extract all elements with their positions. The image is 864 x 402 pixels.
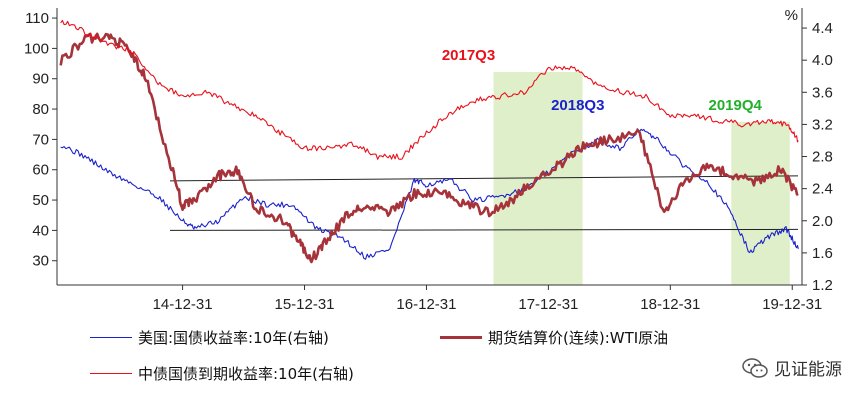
watermark-text: 见证能源 xyxy=(774,360,842,380)
left-tick-label-100: 100 xyxy=(24,40,49,57)
legend-label-wti: 期货结算价(连续):WTI原油 xyxy=(488,329,669,347)
chart: 30 40 50 60 70 80 90 100 110 1.2 1.6 2.0 2.4 2.8 3.2 3.… xyxy=(24,7,833,313)
right-tick-label-1.2: 1.2 xyxy=(812,277,833,294)
right-tick-label-4.0: 4.0 xyxy=(812,52,833,69)
left-tick-label-80: 80 xyxy=(32,101,49,118)
right-tick-label-1.6: 1.6 xyxy=(812,245,833,262)
right-tick-label-2.8: 2.8 xyxy=(812,149,833,166)
series-line-2 xyxy=(60,19,799,160)
x-tick-label-18-12-31: 18-12-31 xyxy=(640,296,700,313)
right-tick-label-4.4: 4.4 xyxy=(812,20,833,37)
left-tick-label-40: 40 xyxy=(32,222,49,239)
x-tick-label-16-12-31: 16-12-31 xyxy=(396,296,456,313)
annotation-2018Q3: 2018Q3 xyxy=(551,97,604,114)
wechat-logo-icon xyxy=(742,357,768,378)
reference-line-40 xyxy=(169,228,799,231)
legend-item-wti: 期货结算价(连续):WTI原油 xyxy=(440,327,668,348)
legend-swatch-wti xyxy=(440,336,482,339)
x-tick-label-17-12-31: 17-12-31 xyxy=(518,296,578,313)
x-tick-label-14-12-31: 14-12-31 xyxy=(153,296,213,313)
left-tick-label-30: 30 xyxy=(32,253,49,270)
right-tick-label-3.2: 3.2 xyxy=(812,116,833,133)
legend-swatch-cn-bond xyxy=(90,373,132,374)
x-tick-label-19-12-31: 19-12-31 xyxy=(762,296,822,313)
highlight-region-2019Q4 xyxy=(731,122,790,285)
left-tick-label-70: 70 xyxy=(32,131,49,148)
legend-label-us-treasury: 美国:国债收益率:10年(右轴) xyxy=(138,329,329,347)
series-line-1 xyxy=(59,32,799,264)
watermark: 见证能源 xyxy=(742,355,842,380)
legend-swatch-us-treasury xyxy=(90,337,132,338)
right-tick-label-3.6: 3.6 xyxy=(812,84,833,101)
right-axis-unit: % xyxy=(785,7,798,24)
annotation-2019Q4: 2019Q4 xyxy=(708,97,762,114)
left-tick-label-110: 110 xyxy=(25,10,49,27)
legend-label-cn-bond: 中债国债到期收益率:10年(右轴) xyxy=(138,365,354,383)
left-tick-label-50: 50 xyxy=(32,192,49,209)
legend-item-us-treasury: 美国:国债收益率:10年(右轴) xyxy=(90,327,329,348)
legend-item-cn-bond: 中债国债到期收益率:10年(右轴) xyxy=(90,363,354,384)
right-tick-label-2.4: 2.4 xyxy=(812,181,833,198)
right-tick-label-2.0: 2.0 xyxy=(812,213,833,230)
left-tick-label-90: 90 xyxy=(32,71,49,88)
x-tick-label-15-12-31: 15-12-31 xyxy=(274,296,334,313)
left-tick-label-60: 60 xyxy=(32,162,49,179)
annotation-2017Q3: 2017Q3 xyxy=(442,47,495,64)
